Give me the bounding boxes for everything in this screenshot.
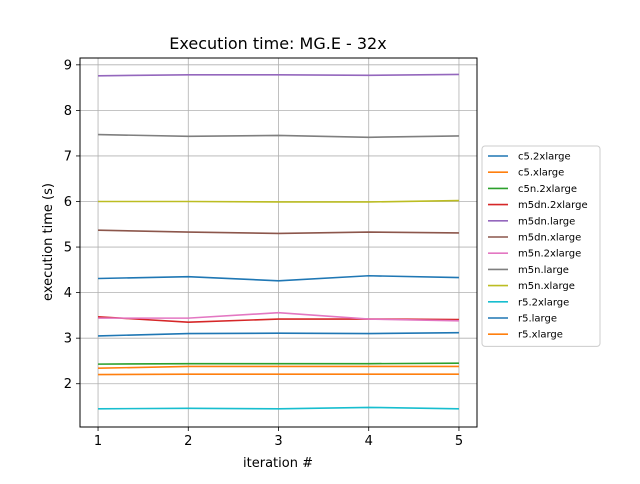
legend: c5.2xlarge c5.xlarge c5n.2xlarge m5dn.2xlar…	[482, 146, 600, 346]
legend-entry: r5.2xlarge	[518, 297, 569, 308]
x-axis-label: iteration #	[243, 456, 313, 471]
legend-entry: c5n.2xlarge	[518, 184, 577, 195]
axes: 1 2 3 4 5 2 3 4 5 6 7 8 9	[64, 58, 463, 449]
grid	[80, 58, 477, 427]
y-tick-label: 5	[64, 241, 72, 256]
legend-entry: m5n.large	[518, 265, 569, 276]
x-tick-label: 5	[455, 434, 463, 449]
legend-entry: r5.large	[518, 314, 557, 325]
series-line-m5dn-large	[98, 74, 459, 75]
y-tick-label: 7	[64, 149, 72, 164]
y-axis-label: execution time (s)	[41, 183, 56, 301]
y-tick-label: 4	[64, 286, 72, 301]
x-tick-label: 2	[184, 434, 192, 449]
y-tick-label: 8	[64, 104, 72, 119]
legend-entry: m5dn.2xlarge	[518, 200, 588, 211]
legend-entry: m5n.xlarge	[518, 281, 575, 292]
legend-entry: r5.xlarge	[518, 330, 563, 341]
legend-entry: c5.xlarge	[518, 168, 564, 179]
x-tick-label: 1	[94, 434, 102, 449]
y-tick-label: 2	[64, 377, 72, 392]
legend-entry: m5dn.xlarge	[518, 233, 581, 244]
series-line-c5n-2xlarge	[98, 363, 459, 364]
chart-title: Execution time: MG.E - 32x	[169, 34, 386, 53]
y-tick-label: 6	[64, 195, 72, 210]
x-tick-label: 3	[274, 434, 282, 449]
y-tick-label: 3	[64, 332, 72, 347]
legend-entry: m5n.2xlarge	[518, 249, 581, 260]
legend-entry: c5.2xlarge	[518, 152, 571, 163]
y-tick-label: 9	[64, 58, 72, 73]
x-tick-label: 4	[365, 434, 373, 449]
legend-entry: m5dn.large	[518, 216, 575, 227]
